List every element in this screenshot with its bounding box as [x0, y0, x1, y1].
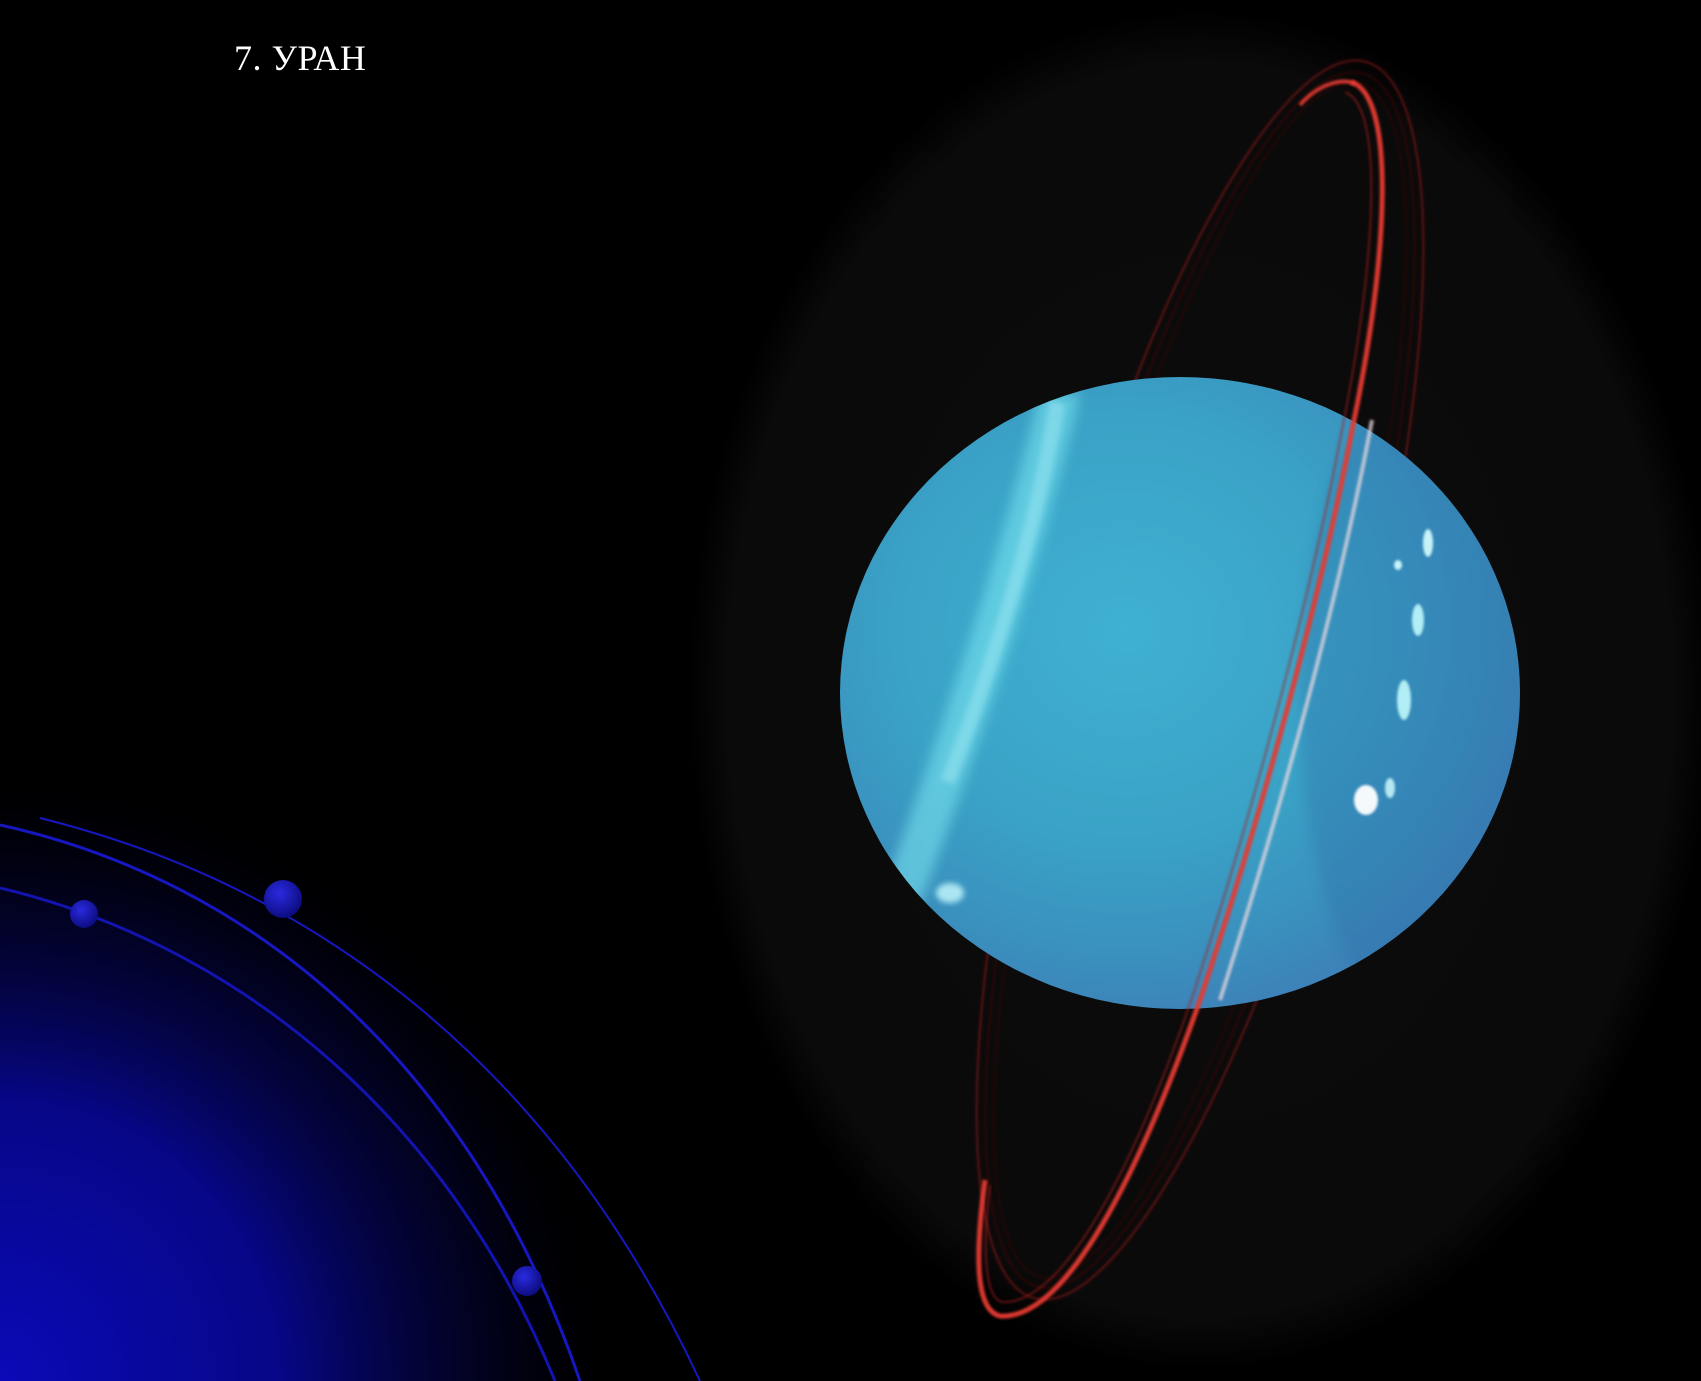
orbit-planet-dot — [512, 1266, 542, 1296]
orbit-arc-outer — [39, 817, 701, 1381]
orbit-planet-dot — [264, 880, 302, 918]
orbit-arc-middle — [0, 823, 582, 1381]
orbit-planet-dot — [70, 900, 98, 928]
slide-title: 7. УРАН — [234, 38, 367, 78]
ring-front — [976, 79, 1385, 1319]
